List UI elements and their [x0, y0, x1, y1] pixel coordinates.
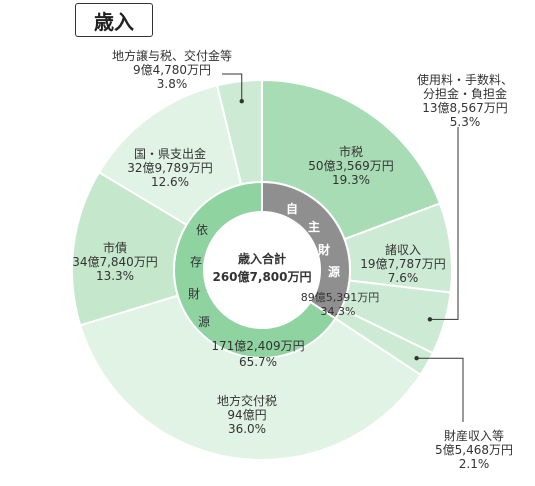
- self-source-char: 財: [317, 242, 330, 257]
- outer-amount: 34億7,840万円: [72, 255, 158, 269]
- outer-label: 国・県支出金: [134, 146, 206, 161]
- self-source-char: 自: [286, 201, 298, 216]
- outer-amount: 19億7,787万円: [360, 257, 446, 271]
- leader-dot-property: [414, 355, 419, 361]
- leader-local-transfer: [222, 73, 243, 102]
- outer-label: 地方交付税: [217, 393, 277, 408]
- leader-property: [416, 357, 464, 422]
- outer-label: 地方譲与税、交付金等: [112, 48, 232, 63]
- outer-label: 使用料・手数料、: [417, 72, 513, 87]
- chart-labels: 歳入合計260億7,800万円自主財源依存財源89億5,391万円34.3%17…: [72, 48, 513, 471]
- outer-amount: 5億5,468万円: [435, 443, 513, 457]
- outer-amount: 32億9,789万円: [127, 161, 213, 175]
- outer-label: 分担金・負担金: [423, 86, 507, 101]
- outer-amount: 9億4,780万円: [133, 63, 211, 77]
- outer-pct: 12.6%: [151, 175, 189, 189]
- outer-pct: 13.3%: [96, 269, 134, 283]
- leader-dot-fees: [427, 317, 433, 322]
- outer-label: 諸収入: [385, 242, 421, 257]
- outer-amount: 94億円: [227, 408, 266, 422]
- dependent-source-pct: 65.7%: [239, 355, 277, 369]
- leader-dot-local-transfer: [239, 99, 244, 104]
- center-title: 歳入合計: [238, 251, 286, 266]
- outer-amount: 13億8,567万円: [422, 101, 508, 115]
- outer-pct: 36.0%: [228, 422, 266, 436]
- self-source-amount: 89億5,391万円: [301, 291, 380, 304]
- dependent-source-char: 財: [188, 286, 200, 301]
- self-source-pct: 34.3%: [321, 305, 356, 318]
- outer-label: 市税: [339, 144, 363, 159]
- outer-pct: 5.3%: [450, 115, 481, 129]
- center-total: 260億7,800万円: [212, 269, 311, 284]
- outer-pct: 3.8%: [157, 77, 188, 91]
- dependent-source-char: 源: [198, 315, 210, 329]
- self-source-char: 源: [328, 264, 340, 279]
- outer-amount: 50億3,569万円: [308, 159, 394, 173]
- page-title: 歳入: [75, 3, 153, 37]
- outer-pct: 7.6%: [388, 271, 419, 285]
- self-source-char: 主: [308, 219, 320, 234]
- outer-label: 市債: [103, 240, 127, 255]
- dependent-source-char: 依: [196, 222, 208, 237]
- outer-ring: [71, 78, 453, 461]
- leader-lines: [222, 73, 464, 422]
- outer-label: 財産収入等: [444, 428, 504, 443]
- center-hole: [204, 212, 320, 328]
- dependent-source-amount: 171億2,409万円: [211, 339, 304, 353]
- outer-pct: 2.1%: [459, 457, 490, 471]
- leader-fees: [429, 127, 459, 320]
- outer-pct: 19.3%: [332, 173, 370, 187]
- dependent-source-char: 存: [190, 255, 202, 269]
